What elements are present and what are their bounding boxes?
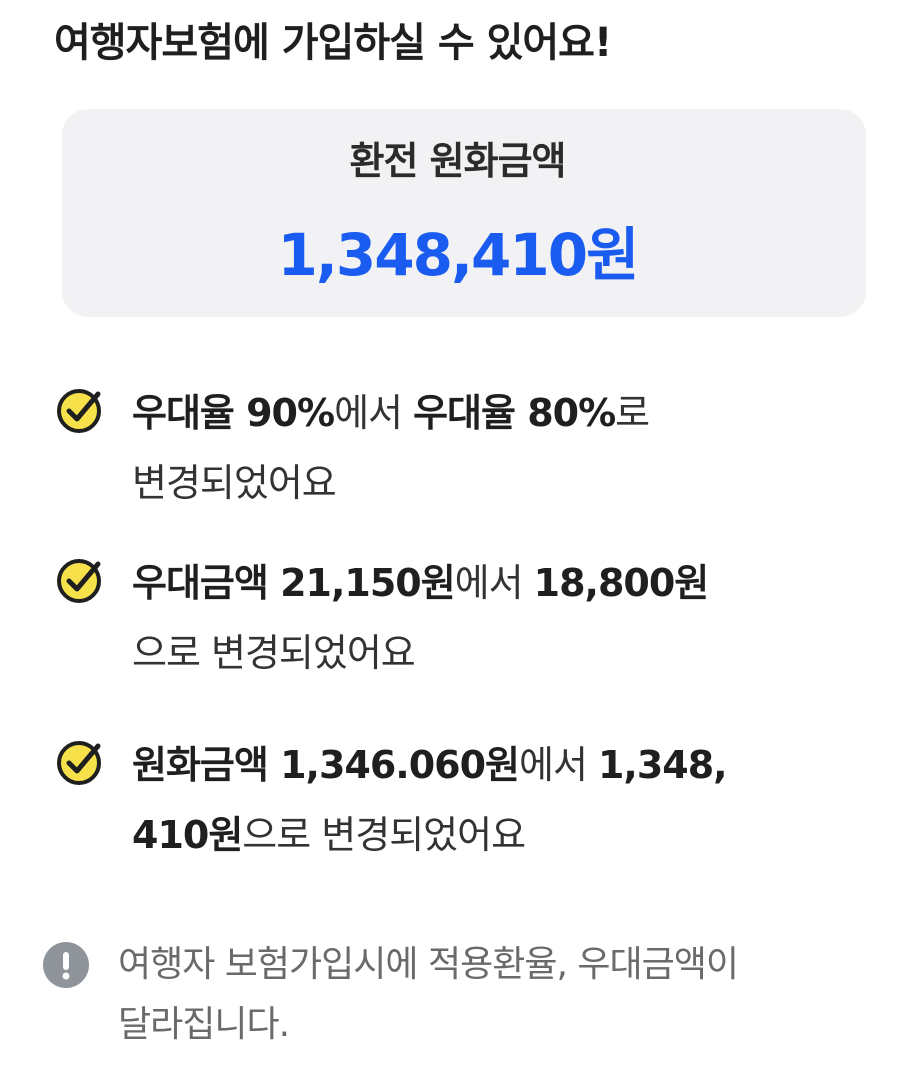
- change-connector: 에서: [334, 391, 414, 435]
- change-new-value: 18,800원: [533, 561, 710, 605]
- change-connector: 에서: [518, 743, 598, 787]
- change-new-value: 우대율 80%: [413, 391, 616, 435]
- change-connector: 에서: [454, 561, 534, 605]
- amount-value: 1,348,410원: [277, 221, 640, 289]
- change-new-value: 410원: [132, 813, 243, 857]
- check-circle-icon: [54, 552, 108, 606]
- change-old-value: 우대금액 21,150원: [132, 561, 456, 605]
- amount-card: [62, 109, 866, 317]
- change-old-value: 원화금액 1,346.060원: [132, 743, 520, 787]
- notice-line: 달라집니다.: [118, 1004, 290, 1045]
- change-suffix: 으로 변경되었어요: [242, 813, 526, 857]
- exclamation-circle-icon: [42, 941, 90, 989]
- notice-line: 여행자 보험가입시에 적용환율, 우대금액이: [118, 944, 739, 985]
- change-text: 원화금액 1,346.060원에서 1,348, 410원으로 변경되었어요: [132, 730, 872, 870]
- change-suffix: 으로 변경되었어요: [132, 631, 416, 675]
- amount-label: 환전 원화금액: [349, 139, 567, 183]
- change-old-value: 우대율 90%: [132, 391, 335, 435]
- change-new-value: 1,348,: [597, 743, 728, 787]
- change-suffix: 로: [615, 391, 650, 435]
- change-item-amount: 원화금액 1,346.060원에서 1,348, 410원으로 변경되었어요: [54, 730, 874, 870]
- check-circle-icon: [54, 734, 108, 788]
- check-circle-icon: [54, 382, 108, 436]
- change-suffix: 변경되었어요: [132, 461, 337, 505]
- page-title: 여행자보험에 가입하실 수 있어요!: [54, 20, 612, 66]
